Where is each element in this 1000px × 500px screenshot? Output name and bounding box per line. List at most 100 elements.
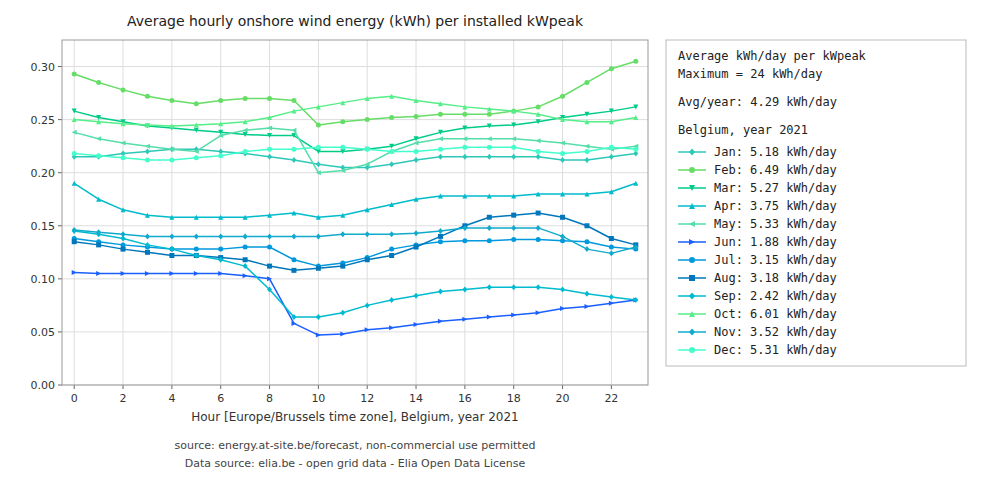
series-marker <box>462 104 467 109</box>
series-marker <box>145 250 150 255</box>
series-marker <box>365 302 370 308</box>
series-marker <box>414 136 419 141</box>
series-line <box>74 128 636 173</box>
series-marker <box>121 207 126 212</box>
legend-entry: Jun: 1.88 kWh/day <box>714 235 837 249</box>
x-grid-line <box>74 40 75 385</box>
series-marker <box>267 147 272 152</box>
x-tick <box>269 385 270 389</box>
series-marker <box>218 121 223 126</box>
series-marker <box>145 242 150 248</box>
x-tick-label: 10 <box>311 392 325 405</box>
series-marker <box>72 239 77 244</box>
series-marker <box>194 101 199 106</box>
series-marker <box>438 239 443 244</box>
y-tick <box>58 225 62 226</box>
series-marker <box>121 155 126 160</box>
series-marker <box>267 286 272 292</box>
series-marker <box>194 122 199 127</box>
series-marker <box>584 191 589 196</box>
series-marker <box>243 132 248 137</box>
legend-entry: Sep: 2.42 kWh/day <box>714 289 837 303</box>
series-marker <box>389 325 394 330</box>
series-marker <box>218 98 223 103</box>
series-marker <box>487 238 492 243</box>
series-marker <box>72 227 77 233</box>
series-marker <box>389 161 394 167</box>
legend-marker <box>689 148 695 155</box>
series-marker <box>438 154 443 160</box>
series-marker <box>96 229 101 235</box>
series-marker <box>389 149 394 154</box>
legend-marker <box>689 311 695 317</box>
series-marker <box>536 138 541 143</box>
series-marker <box>462 112 467 117</box>
plot-frame <box>62 40 648 385</box>
series-marker <box>145 271 150 276</box>
series-marker <box>291 268 296 273</box>
x-grid-line <box>171 40 172 385</box>
series-marker <box>414 322 419 327</box>
series-marker <box>438 130 443 135</box>
series-marker <box>121 247 126 252</box>
series-marker <box>389 202 394 207</box>
series-marker <box>96 271 101 276</box>
series-marker <box>291 109 296 114</box>
series-marker <box>194 128 199 133</box>
series-marker <box>462 136 467 141</box>
series-line <box>74 147 636 160</box>
series-marker <box>218 133 223 138</box>
x-tick <box>367 385 368 389</box>
series-marker <box>316 233 321 239</box>
series-marker <box>584 239 589 244</box>
series-marker <box>291 257 296 262</box>
series-marker <box>169 147 174 152</box>
plot-data <box>72 59 639 338</box>
series-marker <box>96 154 101 160</box>
series-marker <box>560 306 565 311</box>
series-marker <box>511 136 516 141</box>
series-marker <box>340 119 345 124</box>
series-marker <box>511 122 516 127</box>
title: Average hourly onshore wind energy (kWh)… <box>127 13 584 29</box>
series-marker <box>121 271 126 276</box>
legend-marker <box>689 257 695 263</box>
y-tick-label: 0.30 <box>31 61 56 74</box>
series-marker <box>291 314 296 320</box>
x-tick-label: 18 <box>507 392 521 405</box>
series-marker <box>243 215 248 220</box>
series-marker <box>389 115 394 120</box>
series-marker <box>584 291 589 297</box>
series-marker <box>584 112 589 117</box>
x-tick <box>123 385 124 389</box>
series-marker <box>414 149 419 154</box>
series-marker <box>291 128 296 133</box>
series-marker <box>72 109 77 114</box>
series-marker <box>72 71 77 76</box>
series-line <box>74 228 636 253</box>
series-marker <box>536 225 541 231</box>
y-tick <box>58 172 62 173</box>
series-line <box>74 107 636 152</box>
series-marker <box>487 145 492 150</box>
series-marker <box>316 333 321 338</box>
series-marker <box>243 245 248 250</box>
series-marker <box>438 289 443 295</box>
x-tick <box>513 385 514 389</box>
series-marker <box>316 170 321 175</box>
series-marker <box>365 257 370 262</box>
legend-marker <box>689 221 695 227</box>
x-tick <box>220 385 221 389</box>
series-marker <box>560 191 565 196</box>
legend-entry: Jan: 5.18 kWh/day <box>714 145 837 159</box>
legend-entry: Jul: 3.15 kWh/day <box>714 253 837 267</box>
series-marker <box>584 80 589 85</box>
series-marker <box>462 225 467 231</box>
series-marker <box>609 294 614 300</box>
series-marker <box>169 233 174 239</box>
series-marker <box>438 194 443 199</box>
y-tick <box>58 66 62 67</box>
x-tick <box>171 385 172 389</box>
series-marker <box>462 238 467 243</box>
legend: Average kWh/day per kWpeakMaximum = 24 k… <box>666 40 966 366</box>
